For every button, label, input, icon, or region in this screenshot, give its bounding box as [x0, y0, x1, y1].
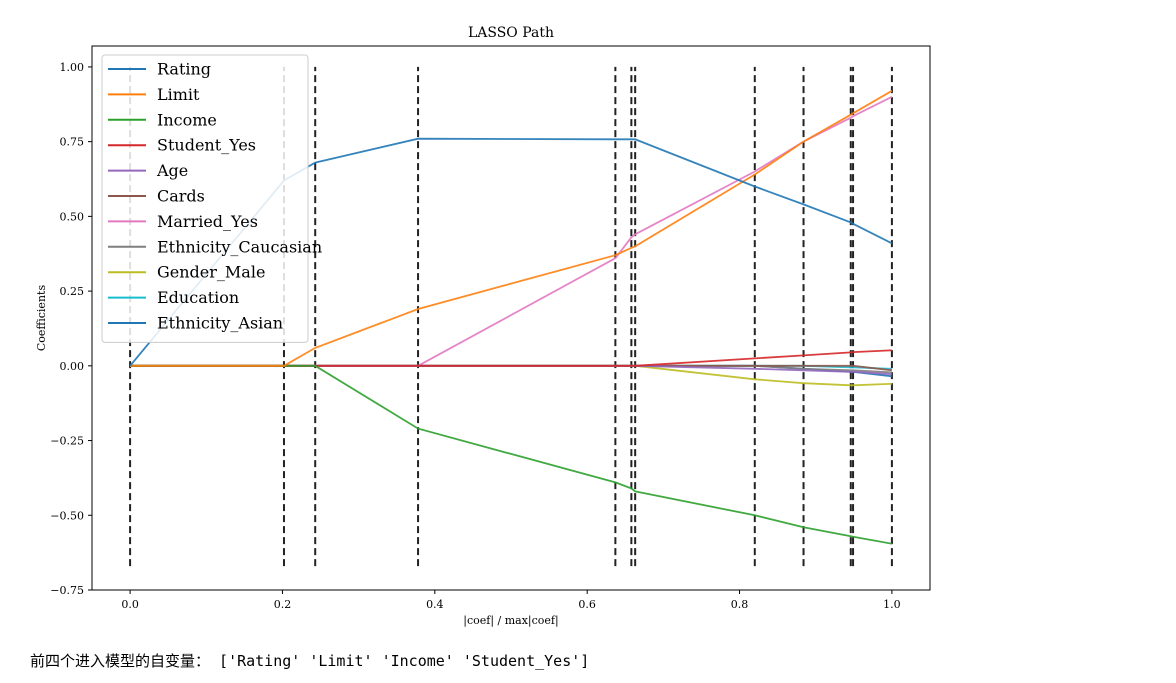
legend-label: Ethnicity_Caucasian	[157, 237, 322, 256]
x-axis-title: |coef| / max|coef|	[463, 614, 558, 628]
x-tick-label: 0.2	[274, 598, 292, 611]
x-tick-label: 0.8	[731, 598, 749, 611]
lasso-path-chart: LASSO Path 0.0 0.2 0.4 0.6 0.8 1.0 −0.75 −0.50 −0…	[35, 25, 931, 628]
chart-svg: LASSO Path 0.0 0.2 0.4 0.6 0.8 1.0 −0.75 −0.50 −0…	[35, 25, 931, 628]
legend-label: Cards	[157, 187, 205, 206]
legend-label: Student_Yes	[157, 136, 256, 155]
legend-label: Gender_Male	[157, 263, 265, 282]
y-tick-label: −0.25	[50, 435, 84, 448]
legend-label: Income	[157, 110, 217, 129]
y-tick-label: 0.75	[60, 136, 85, 149]
x-tick-label: 0.0	[121, 598, 139, 611]
y-tick-label: 0.50	[60, 210, 85, 223]
x-tick-label: 0.4	[426, 598, 444, 611]
legend-label: Rating	[157, 60, 211, 79]
y-tick-label: 0.25	[60, 285, 85, 298]
series-line-limit	[130, 90, 893, 367]
x-tick-label: 0.6	[578, 598, 596, 611]
series-line-rating	[129, 137, 893, 367]
legend-box	[101, 54, 309, 343]
legend-label: Ethnicity_Asian	[157, 314, 283, 333]
chart-title: LASSO Path	[468, 25, 554, 41]
plot-frame	[91, 45, 931, 591]
series-line-income	[130, 364, 893, 545]
legend-label: Limit	[157, 85, 200, 104]
y-tick-label: 1.00	[60, 61, 85, 74]
y-tick-label: 0.00	[60, 360, 85, 373]
y-tick-label: −0.75	[50, 584, 84, 597]
legend-label: Age	[156, 161, 188, 180]
output-text: 前四个进入模型的自变量： ['Rating' 'Limit' 'Income' …	[30, 652, 590, 670]
y-axis-title: Coefficients	[35, 285, 48, 352]
x-tick-label: 1.0	[883, 598, 901, 611]
series-line-student-yes	[130, 349, 892, 367]
y-tick-label: −0.50	[50, 509, 84, 522]
legend-label: Education	[157, 288, 239, 307]
legend-label: Married_Yes	[157, 212, 258, 231]
